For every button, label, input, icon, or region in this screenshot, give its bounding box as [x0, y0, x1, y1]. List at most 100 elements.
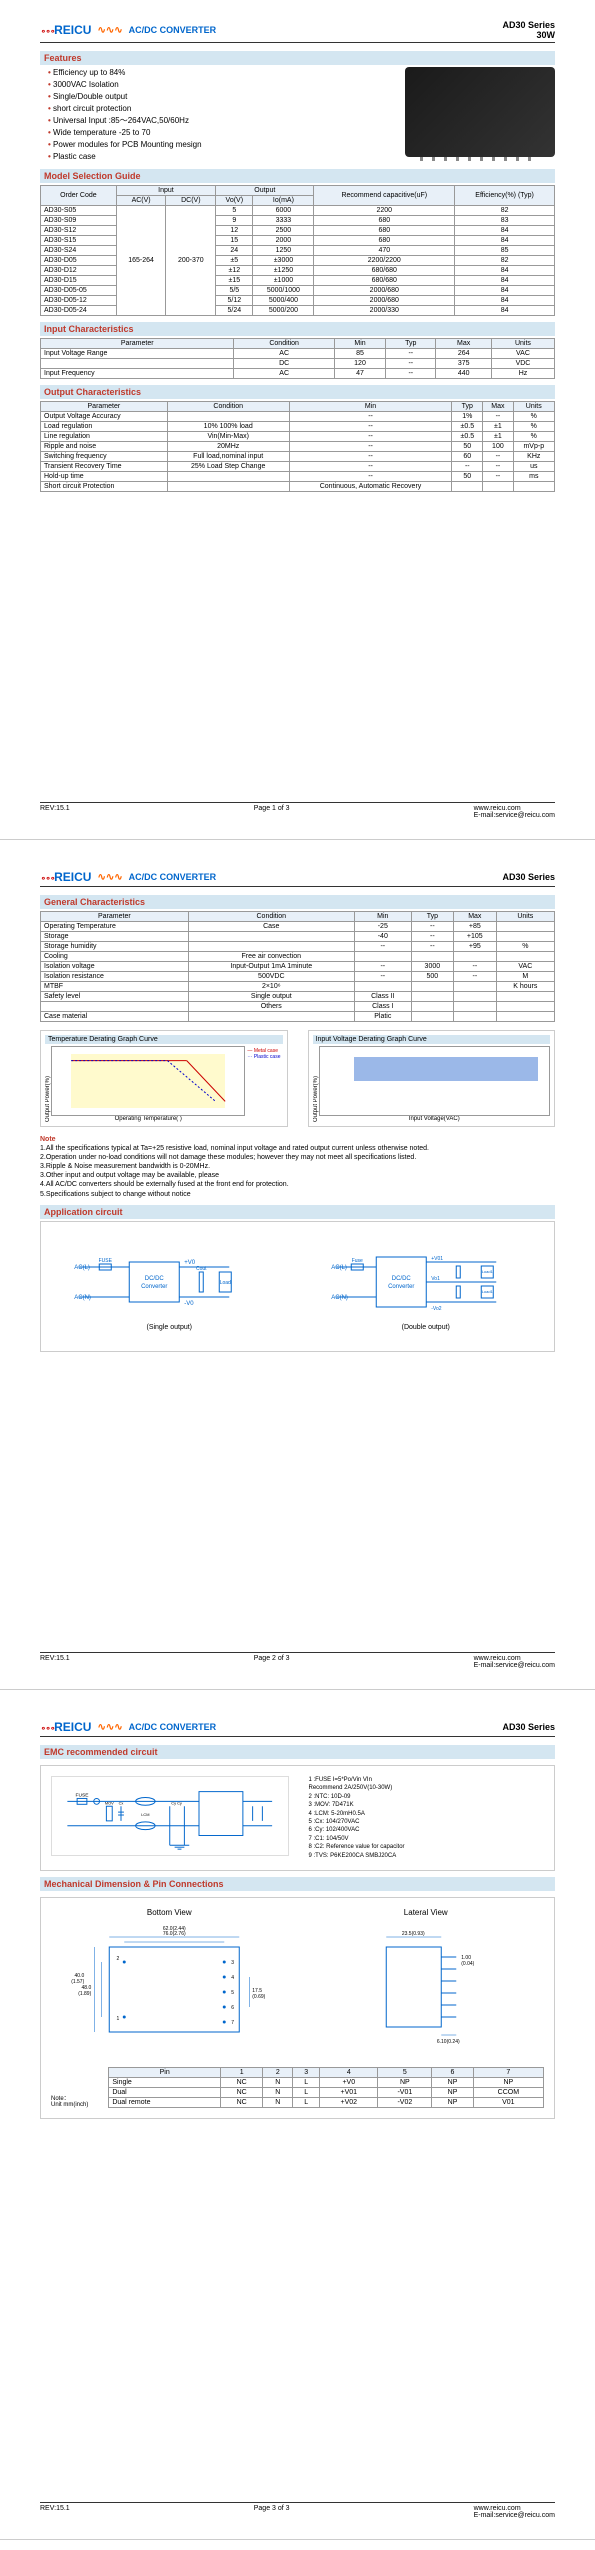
emc-note-item: 4 :LCM: 5-20mH0.5A: [309, 1810, 545, 1818]
page-3: REICU ∿∿∿ AC/DC CONVERTER AD30 Series EM…: [0, 1700, 595, 2540]
bottom-view: Bottom View 2 1 3 4 5 6 7: [51, 1908, 288, 2059]
graph2-title: Input Voltage Derating Graph Curve: [313, 1035, 551, 1044]
emc-svg: FUSE MOV Cx LCM Cy Cy: [52, 1777, 288, 1855]
pin-note: Note： Unit mm(inch): [51, 2093, 88, 2108]
pin-table: Pin1234567SingleNCNL+V0NPNPNPDualNCNL+V0…: [108, 2067, 544, 2108]
svg-text:Cout: Cout: [196, 1266, 207, 1272]
svg-text:Load: Load: [220, 1280, 231, 1286]
output-char-table: ParameterConditionMinTypMaxUnitsOutput V…: [40, 401, 555, 492]
footer-3: REV:15.1 Page 3 of 3 www.reicu.comE-mail…: [40, 2502, 555, 2519]
feature-item: Efficiency up to 84%: [48, 67, 202, 79]
app-circuit-title: Application circuit: [40, 1205, 555, 1219]
wave-icon: ∿∿∿: [97, 25, 122, 36]
logo: REICU ∿∿∿ AC/DC CONVERTER: [40, 870, 216, 884]
bottom-view-svg: 2 1 3 4 5 6 7 76.0(2.76) 62.0(2.44) 48.0…: [51, 1917, 288, 2057]
header-2: REICU ∿∿∿ AC/DC CONVERTER AD30 Series: [40, 870, 555, 887]
page-2: REICU ∿∿∿ AC/DC CONVERTER AD30 Series Ge…: [0, 850, 595, 1690]
notes: Note 1.All the specifications typical at…: [40, 1135, 555, 1199]
subtitle: AC/DC CONVERTER: [129, 872, 217, 882]
wave-icon: ∿∿∿: [97, 872, 122, 883]
single-circuit-svg: DC/DC Converter AC(L) AC(N) FUSE +V0 -V0…: [51, 1242, 288, 1322]
rev-label: REV:15.1: [40, 1655, 70, 1669]
features-box: Efficiency up to 84%3000VAC IsolationSin…: [40, 67, 555, 163]
emc-note-item: 1 :FUSE I=5*Po/Vin VIn: [309, 1776, 545, 1784]
emc-note-item: 3 :MOV: 7D471K: [309, 1801, 545, 1809]
rev-label: REV:15.1: [40, 805, 70, 819]
feature-item: Wide temperature -25 to 70: [48, 127, 202, 139]
note-item: 4.All AC/DC converters should be externa…: [40, 1180, 555, 1189]
series-label: AD30 Series: [502, 1722, 555, 1732]
svg-text:MOV: MOV: [105, 1800, 114, 1805]
logo-icon: [40, 23, 54, 37]
svg-text:(0.69): (0.69): [252, 1994, 265, 2000]
emc-note-item: Recommend 2A/250V(10-30W): [309, 1784, 545, 1792]
svg-text:+V01: +V01: [431, 1256, 443, 1262]
feature-item: Single/Double output: [48, 91, 202, 103]
emc-note-item: 2 :NTC: 10D-09: [309, 1793, 545, 1801]
general-char-table: ParameterConditionMinTypMaxUnitsOperatin…: [40, 911, 555, 1022]
contact: www.reicu.comE-mail:service@reicu.com: [474, 805, 555, 819]
logo: REICU ∿∿∿ AC/DC CONVERTER: [40, 1720, 216, 1734]
svg-text:6.10(0.24): 6.10(0.24): [436, 2039, 459, 2045]
single-output-label: (Single output): [51, 1324, 288, 1331]
svg-text:AC(L): AC(L): [74, 1265, 90, 1271]
voltage-graph: Input Voltage Derating Graph Curve Outpu…: [308, 1030, 556, 1127]
svg-text:5: 5: [231, 1990, 234, 1996]
series-label: AD30 Series 30W: [502, 20, 555, 40]
svg-text:4: 4: [231, 1975, 234, 1981]
input-char-table: ParameterConditionMinTypMaxUnitsInput Vo…: [40, 338, 555, 379]
svg-text:AC(N): AC(N): [74, 1295, 91, 1301]
emc-schematic: FUSE MOV Cx LCM Cy Cy: [51, 1776, 289, 1856]
brand-text: REICU: [54, 870, 91, 884]
app-circuit-diagram: DC/DC Converter AC(L) AC(N) FUSE +V0 -V0…: [40, 1221, 555, 1352]
graph1-title: Temperature Derating Graph Curve: [45, 1035, 283, 1044]
graphs: Temperature Derating Graph Curve Output …: [40, 1030, 555, 1127]
svg-text:LCM: LCM: [141, 1812, 149, 1817]
wave-icon: ∿∿∿: [97, 1722, 122, 1733]
svg-text:1: 1: [116, 2016, 119, 2022]
emc-notes: 1 :FUSE I=5*Po/Vin VInRecommend 2A/250V(…: [309, 1776, 545, 1860]
header-3: REICU ∿∿∿ AC/DC CONVERTER AD30 Series: [40, 1720, 555, 1737]
page-num: Page 3 of 3: [254, 2505, 290, 2519]
emc-note-item: 5 :Cx: 104/270VAC: [309, 1818, 545, 1826]
svg-text:Converter: Converter: [388, 1284, 414, 1290]
feature-item: Power modules for PCB Mounting mesign: [48, 139, 202, 151]
double-output-circuit: DC/DC Converter AC(L) AC(N) Fuse +V01 Vo…: [308, 1242, 545, 1331]
svg-text:-Vo2: -Vo2: [431, 1306, 442, 1312]
graph1-xlabel: Operating Temperature( ): [51, 1116, 245, 1122]
footer-2: REV:15.1 Page 2 of 3 www.reicu.comE-mail…: [40, 1652, 555, 1669]
svg-text:Load1: Load1: [481, 1269, 493, 1274]
notes-title: Note: [40, 1135, 555, 1144]
svg-text:-V0: -V0: [184, 1301, 194, 1307]
graph2-area: [319, 1046, 551, 1116]
svg-text:2: 2: [116, 1956, 119, 1962]
graph1-area: [51, 1046, 245, 1116]
svg-text:FUSE: FUSE: [99, 1258, 113, 1264]
svg-text:6: 6: [231, 2005, 234, 2011]
mech-title: Mechanical Dimension & Pin Connections: [40, 1877, 555, 1891]
graph1-lines: [52, 1047, 244, 1115]
series-text: AD30 Series: [502, 20, 555, 30]
lateral-view-svg: 23.5(0.93) 1.00 (0.04) 6.10(0.24): [308, 1917, 545, 2057]
footer-1: REV:15.1 Page 1 of 3 www.reicu.comE-mail…: [40, 802, 555, 819]
bottom-view-label: Bottom View: [51, 1908, 288, 1917]
output-char-title: Output Characteristics: [40, 385, 555, 399]
emc-note-item: 8 :C2: Reference value for capacitor: [309, 1843, 545, 1851]
svg-text:DC/DC: DC/DC: [145, 1276, 165, 1282]
feature-item: short circuit protection: [48, 103, 202, 115]
logo: REICU ∿∿∿ AC/DC CONVERTER: [40, 23, 216, 37]
page-num: Page 2 of 3: [254, 1655, 290, 1669]
note-item: 3.Ripple & Noise measurement bandwidth i…: [40, 1162, 555, 1171]
brand-text: REICU: [54, 23, 91, 37]
brand-text: REICU: [54, 1720, 91, 1734]
header: REICU ∿∿∿ AC/DC CONVERTER AD30 Series 30…: [40, 20, 555, 43]
note-item: 2.Operation under no-load conditions wil…: [40, 1153, 555, 1162]
emc-note-item: 9 :TVS: P6KE200CA SMBJ20CA: [309, 1852, 545, 1860]
svg-text:3: 3: [231, 1960, 234, 1966]
page-num: Page 1 of 3: [254, 805, 290, 819]
svg-text:AC(L): AC(L): [331, 1265, 347, 1271]
emc-diagram: FUSE MOV Cx LCM Cy Cy: [40, 1765, 555, 1871]
temp-graph: Temperature Derating Graph Curve Output …: [40, 1030, 288, 1127]
note-item: 5.Specifications subject to change witho…: [40, 1190, 555, 1199]
note-item: 3.Other input and output voltage may be …: [40, 1171, 555, 1180]
